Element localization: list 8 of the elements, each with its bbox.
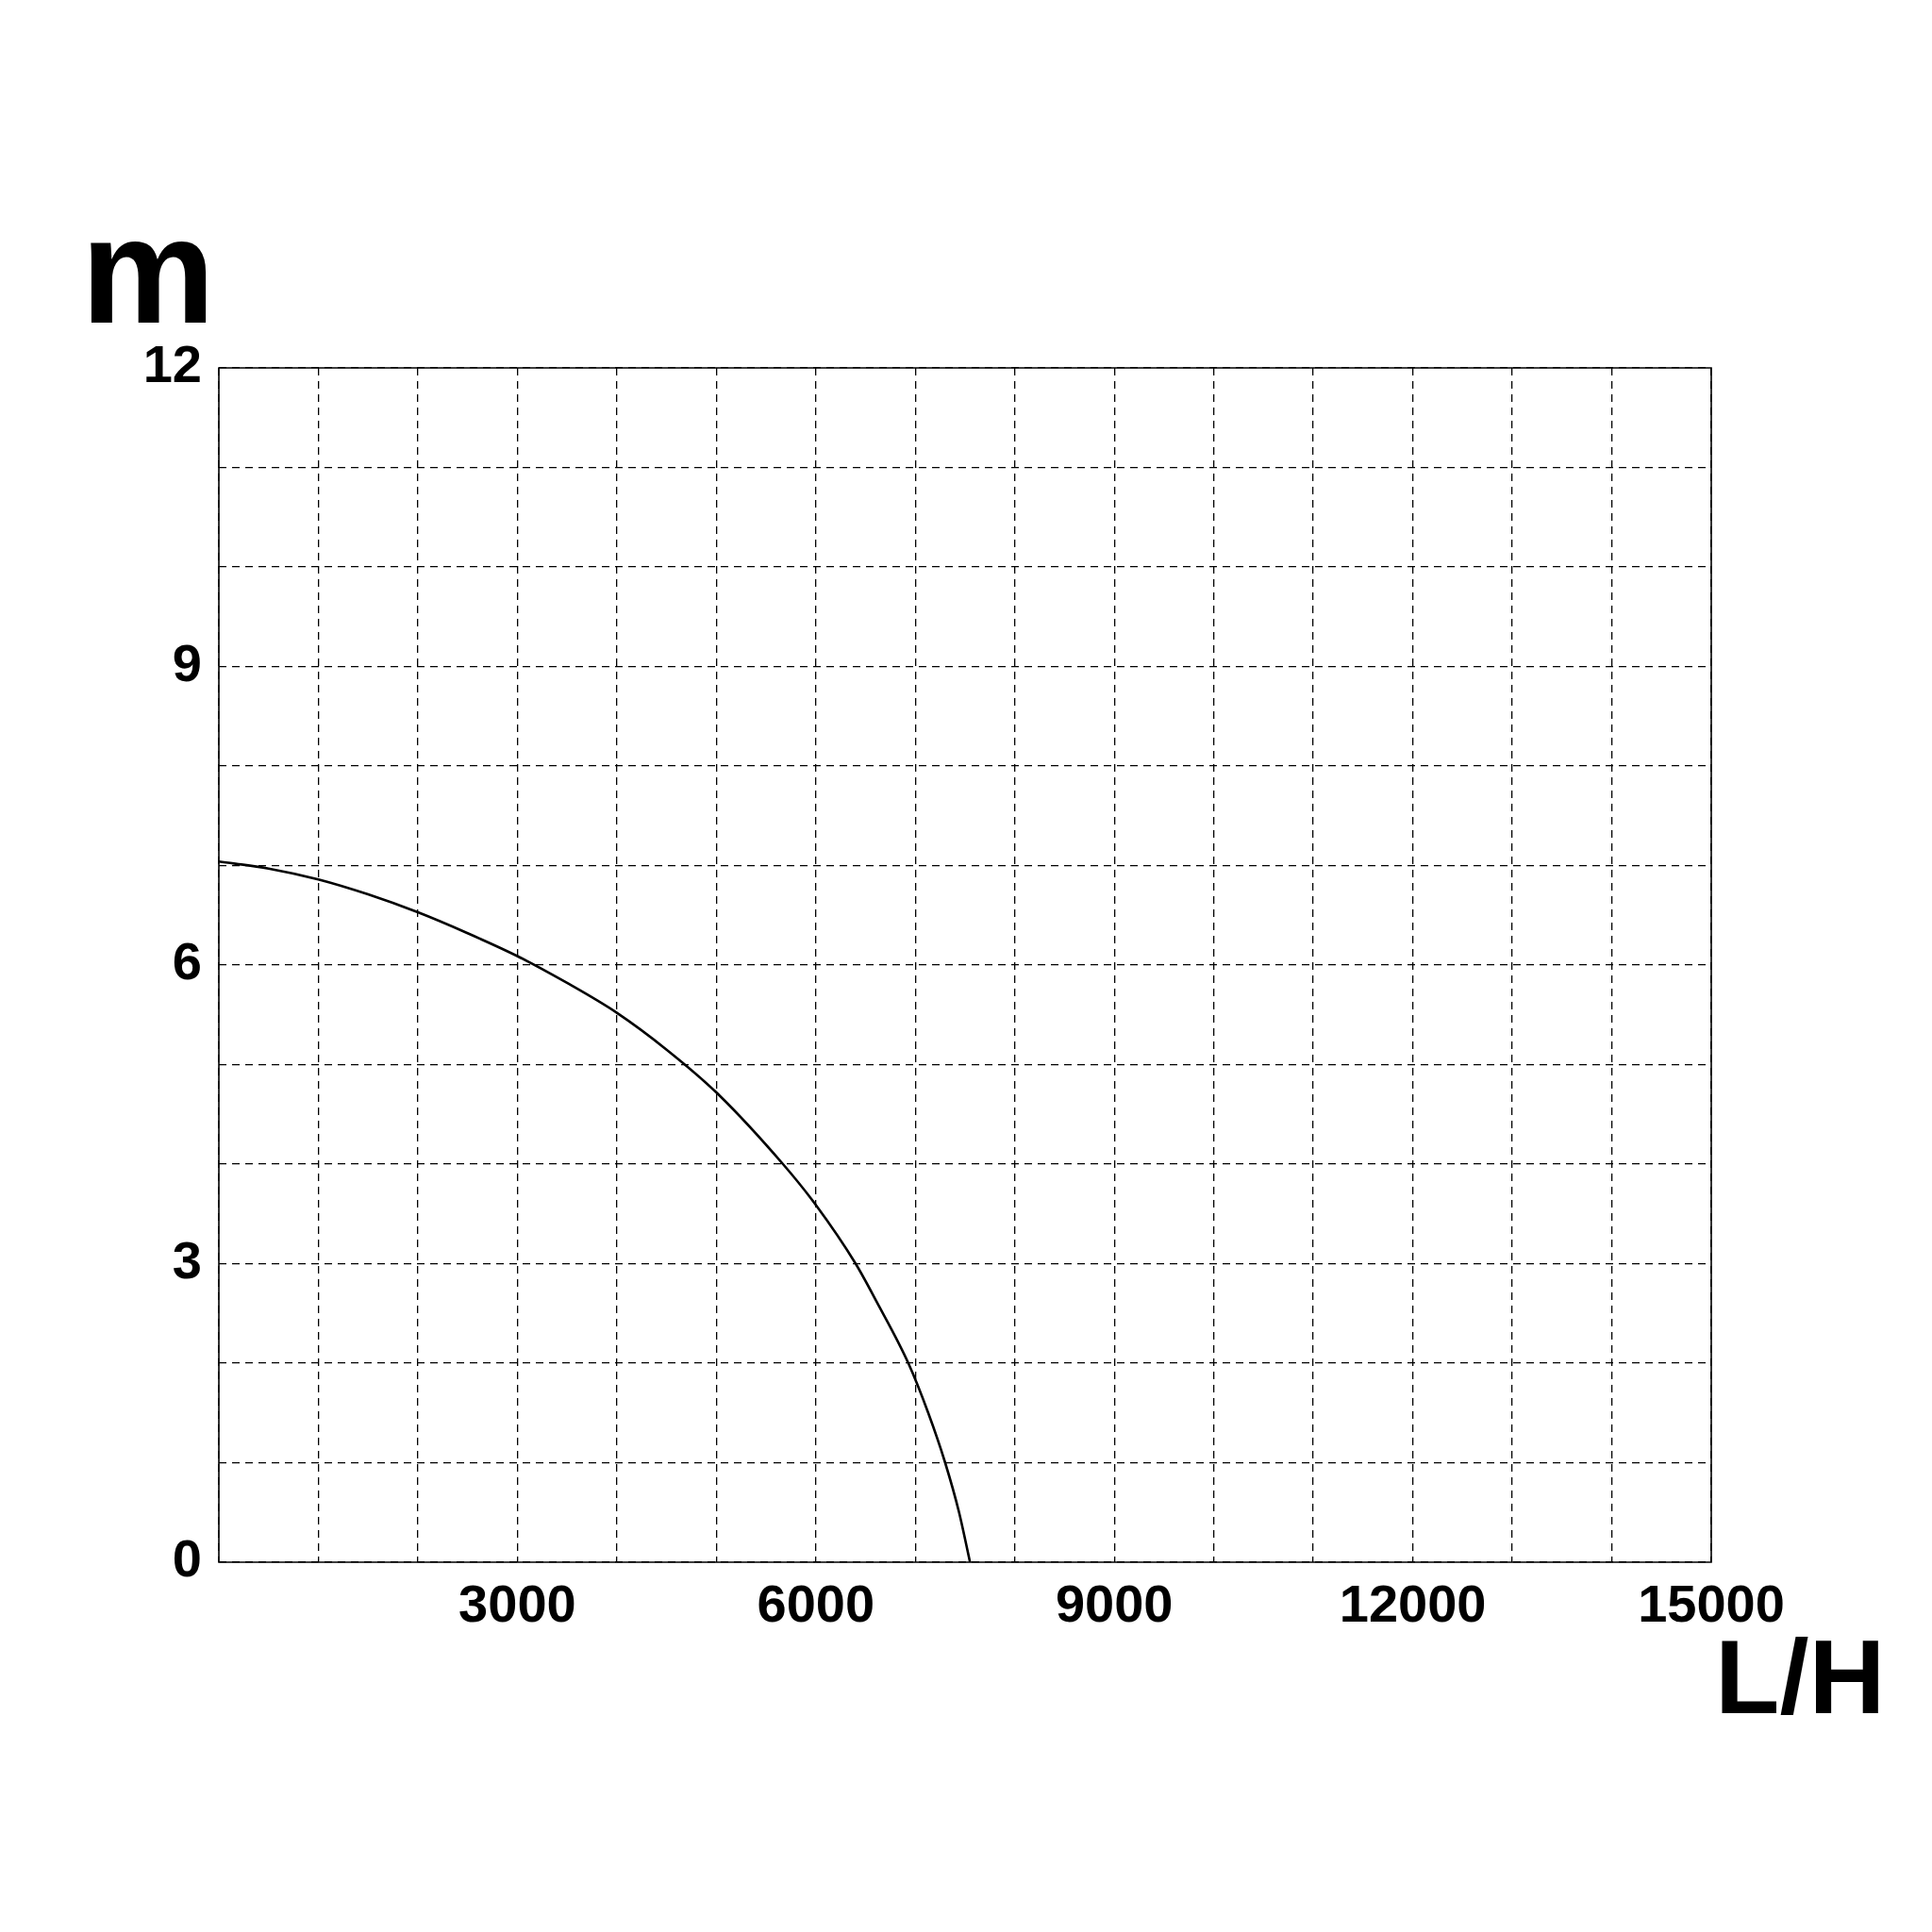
x-tick-label: 6000 — [757, 1574, 875, 1634]
y-tick-label: 6 — [172, 931, 202, 991]
y-tick-label: 0 — [172, 1528, 202, 1589]
y-tick-label: 3 — [172, 1229, 202, 1290]
x-tick-label: 9000 — [1055, 1574, 1174, 1634]
x-tick-label: 3000 — [458, 1574, 576, 1634]
x-tick-label: 12000 — [1339, 1574, 1487, 1634]
y-tick-label: 9 — [172, 632, 202, 692]
